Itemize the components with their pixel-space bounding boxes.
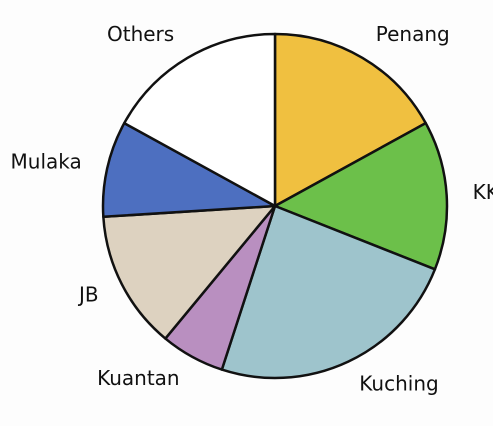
pie-slice [123, 32, 277, 208]
pie-slice [273, 32, 427, 208]
pie-slice [101, 121, 277, 219]
slice-label: JB [77, 282, 99, 306]
pie-slice [273, 121, 449, 271]
slice-label: Kuantan [97, 366, 180, 390]
slice-label: Penang [376, 22, 450, 46]
slice-label: Kuching [359, 372, 438, 396]
slice-label: Others [107, 22, 174, 46]
slice-label: Mulaka [11, 149, 82, 173]
slice-label: KK [473, 180, 493, 204]
pie-slice [220, 204, 437, 380]
pie-slice [102, 204, 277, 340]
